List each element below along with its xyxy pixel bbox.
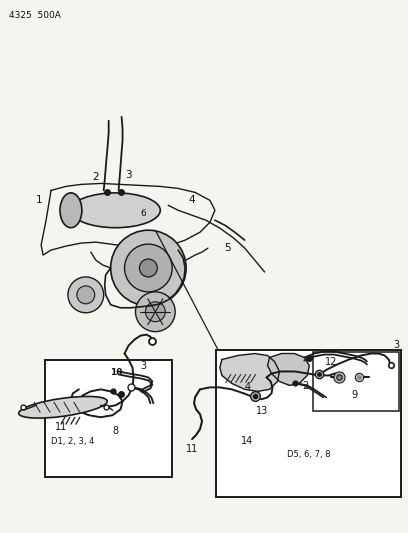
Text: 3: 3 bbox=[125, 171, 132, 181]
Bar bbox=[313, 352, 399, 411]
Circle shape bbox=[68, 277, 104, 313]
Text: 4: 4 bbox=[189, 196, 195, 205]
Text: 10: 10 bbox=[111, 368, 123, 377]
Ellipse shape bbox=[60, 193, 82, 228]
Text: 3: 3 bbox=[394, 340, 400, 350]
Ellipse shape bbox=[19, 397, 107, 418]
Circle shape bbox=[111, 230, 186, 306]
Text: 4325  500A: 4325 500A bbox=[9, 11, 61, 20]
Text: 2: 2 bbox=[93, 173, 99, 182]
Text: D5, 6, 7, 8: D5, 6, 7, 8 bbox=[288, 449, 331, 458]
Text: 13: 13 bbox=[255, 406, 268, 416]
Circle shape bbox=[145, 302, 165, 322]
Text: 14: 14 bbox=[241, 436, 253, 446]
Text: D1, 2, 3, 4: D1, 2, 3, 4 bbox=[51, 437, 95, 446]
Text: 4: 4 bbox=[245, 382, 251, 392]
Polygon shape bbox=[220, 353, 279, 391]
Bar bbox=[216, 350, 401, 497]
Text: 11: 11 bbox=[55, 422, 67, 432]
Text: 6: 6 bbox=[140, 209, 146, 218]
Text: 11: 11 bbox=[186, 444, 198, 454]
Text: 9: 9 bbox=[351, 390, 357, 400]
Polygon shape bbox=[268, 353, 309, 385]
Bar bbox=[45, 360, 172, 477]
Circle shape bbox=[140, 259, 157, 277]
Text: 8: 8 bbox=[113, 426, 119, 436]
Text: 3: 3 bbox=[140, 361, 146, 372]
Text: 7: 7 bbox=[63, 409, 69, 419]
Ellipse shape bbox=[71, 193, 160, 228]
Text: 5: 5 bbox=[224, 243, 231, 253]
Circle shape bbox=[77, 286, 95, 304]
Text: 1: 1 bbox=[36, 196, 42, 205]
Circle shape bbox=[135, 292, 175, 332]
Text: 2: 2 bbox=[302, 382, 308, 391]
Circle shape bbox=[124, 244, 172, 292]
Text: 12: 12 bbox=[325, 357, 337, 367]
